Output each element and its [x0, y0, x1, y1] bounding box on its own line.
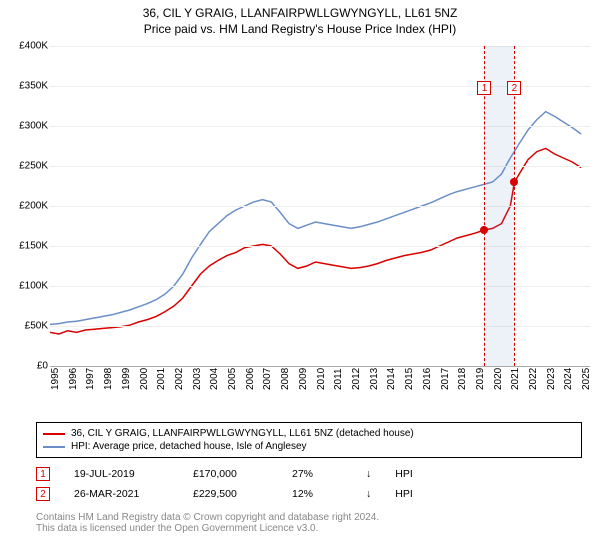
sale-date: 19-JUL-2019 [74, 468, 169, 480]
sale-arrow-icon: ↓ [366, 468, 371, 480]
y-axis-tick: £250K [0, 161, 48, 172]
x-axis-tick: 2025 [581, 368, 592, 390]
x-axis-tick: 2024 [563, 368, 574, 390]
legend-box: 36, CIL Y GRAIG, LLANFAIRPWLLGWYNGYLL, L… [36, 422, 582, 458]
y-axis-tick: £300K [0, 121, 48, 132]
sale-date: 26-MAR-2021 [74, 488, 169, 500]
sale-pct: 12% [292, 488, 342, 500]
y-axis-tick: £400K [0, 41, 48, 52]
x-axis-tick: 2005 [227, 368, 238, 390]
footer-line2: This data is licensed under the Open Gov… [36, 523, 582, 534]
legend-swatch-2 [43, 446, 65, 448]
x-axis-tick: 2008 [280, 368, 291, 390]
sale-marker-box: 1 [36, 467, 50, 481]
x-axis-tick: 2013 [369, 368, 380, 390]
sale-vs: HPI [395, 468, 413, 480]
x-axis-tick: 2012 [351, 368, 362, 390]
y-axis-tick: £0 [0, 361, 48, 372]
x-axis-tick: 2015 [404, 368, 415, 390]
x-axis-tick: 2016 [422, 368, 433, 390]
x-axis-tick: 2014 [386, 368, 397, 390]
x-axis-tick: 2018 [457, 368, 468, 390]
sale-pct: 27% [292, 468, 342, 480]
x-axis-tick: 2022 [528, 368, 539, 390]
x-axis-tick: 2003 [192, 368, 203, 390]
sale-price: £170,000 [193, 468, 268, 480]
x-axis-tick: 2007 [262, 368, 273, 390]
x-axis-tick: 1998 [103, 368, 114, 390]
y-axis-tick: £50K [0, 321, 48, 332]
chart-area: £0 £50K £100K £150K £200K £250K £300K £350K £400… [0, 36, 600, 416]
sale-vs: HPI [395, 488, 413, 500]
x-axis-tick: 2009 [298, 368, 309, 390]
x-axis-tick: 2010 [316, 368, 327, 390]
x-axis-tick: 1997 [85, 368, 96, 390]
y-axis-tick: £350K [0, 81, 48, 92]
x-axis-tick: 1999 [121, 368, 132, 390]
legend-label-2: HPI: Average price, detached house, Isle… [71, 441, 307, 452]
sale-price: £229,500 [193, 488, 268, 500]
x-axis-tick: 2006 [245, 368, 256, 390]
x-axis-tick: 2004 [209, 368, 220, 390]
y-axis-tick: £100K [0, 281, 48, 292]
title-line2: Price paid vs. HM Land Registry's House … [0, 22, 600, 36]
x-axis-tick: 2000 [139, 368, 150, 390]
sale-row: 1 19-JUL-2019 £170,000 27% ↓ HPI [36, 464, 582, 484]
title-line1: 36, CIL Y GRAIG, LLANFAIRPWLLGWYNGYLL, L… [0, 6, 600, 20]
legend-row-series1: 36, CIL Y GRAIG, LLANFAIRPWLLGWYNGYLL, L… [43, 427, 575, 440]
footer-block: Contains HM Land Registry data © Crown c… [36, 512, 582, 534]
y-axis-tick: £200K [0, 201, 48, 212]
x-axis-tick: 2023 [546, 368, 557, 390]
sale-marker-box: 2 [36, 487, 50, 501]
x-axis-tick: 2011 [333, 368, 344, 390]
legend-row-series2: HPI: Average price, detached house, Isle… [43, 440, 575, 453]
x-axis-tick: 1995 [50, 368, 61, 390]
chart-title-block: 36, CIL Y GRAIG, LLANFAIRPWLLGWYNGYLL, L… [0, 0, 600, 36]
y-axis-tick: £150K [0, 241, 48, 252]
footer-line1: Contains HM Land Registry data © Crown c… [36, 512, 582, 523]
sale-arrow-icon: ↓ [366, 488, 371, 500]
x-axis-tick: 2021 [510, 368, 521, 390]
x-axis-tick: 1996 [68, 368, 79, 390]
x-axis-tick: 2017 [440, 368, 451, 390]
sale-row: 2 26-MAR-2021 £229,500 12% ↓ HPI [36, 484, 582, 504]
x-axis-tick: 2001 [156, 368, 167, 390]
marker-number-box: 1 [477, 81, 491, 95]
legend-label-1: 36, CIL Y GRAIG, LLANFAIRPWLLGWYNGYLL, L… [71, 428, 414, 439]
marker-number-box: 2 [507, 81, 521, 95]
x-axis-tick: 2002 [174, 368, 185, 390]
x-axis-tick: 2020 [493, 368, 504, 390]
legend-swatch-1 [43, 433, 65, 435]
sales-table: 1 19-JUL-2019 £170,000 27% ↓ HPI 2 26-MAR-2021 £… [36, 464, 582, 504]
x-axis-tick: 2019 [475, 368, 486, 390]
